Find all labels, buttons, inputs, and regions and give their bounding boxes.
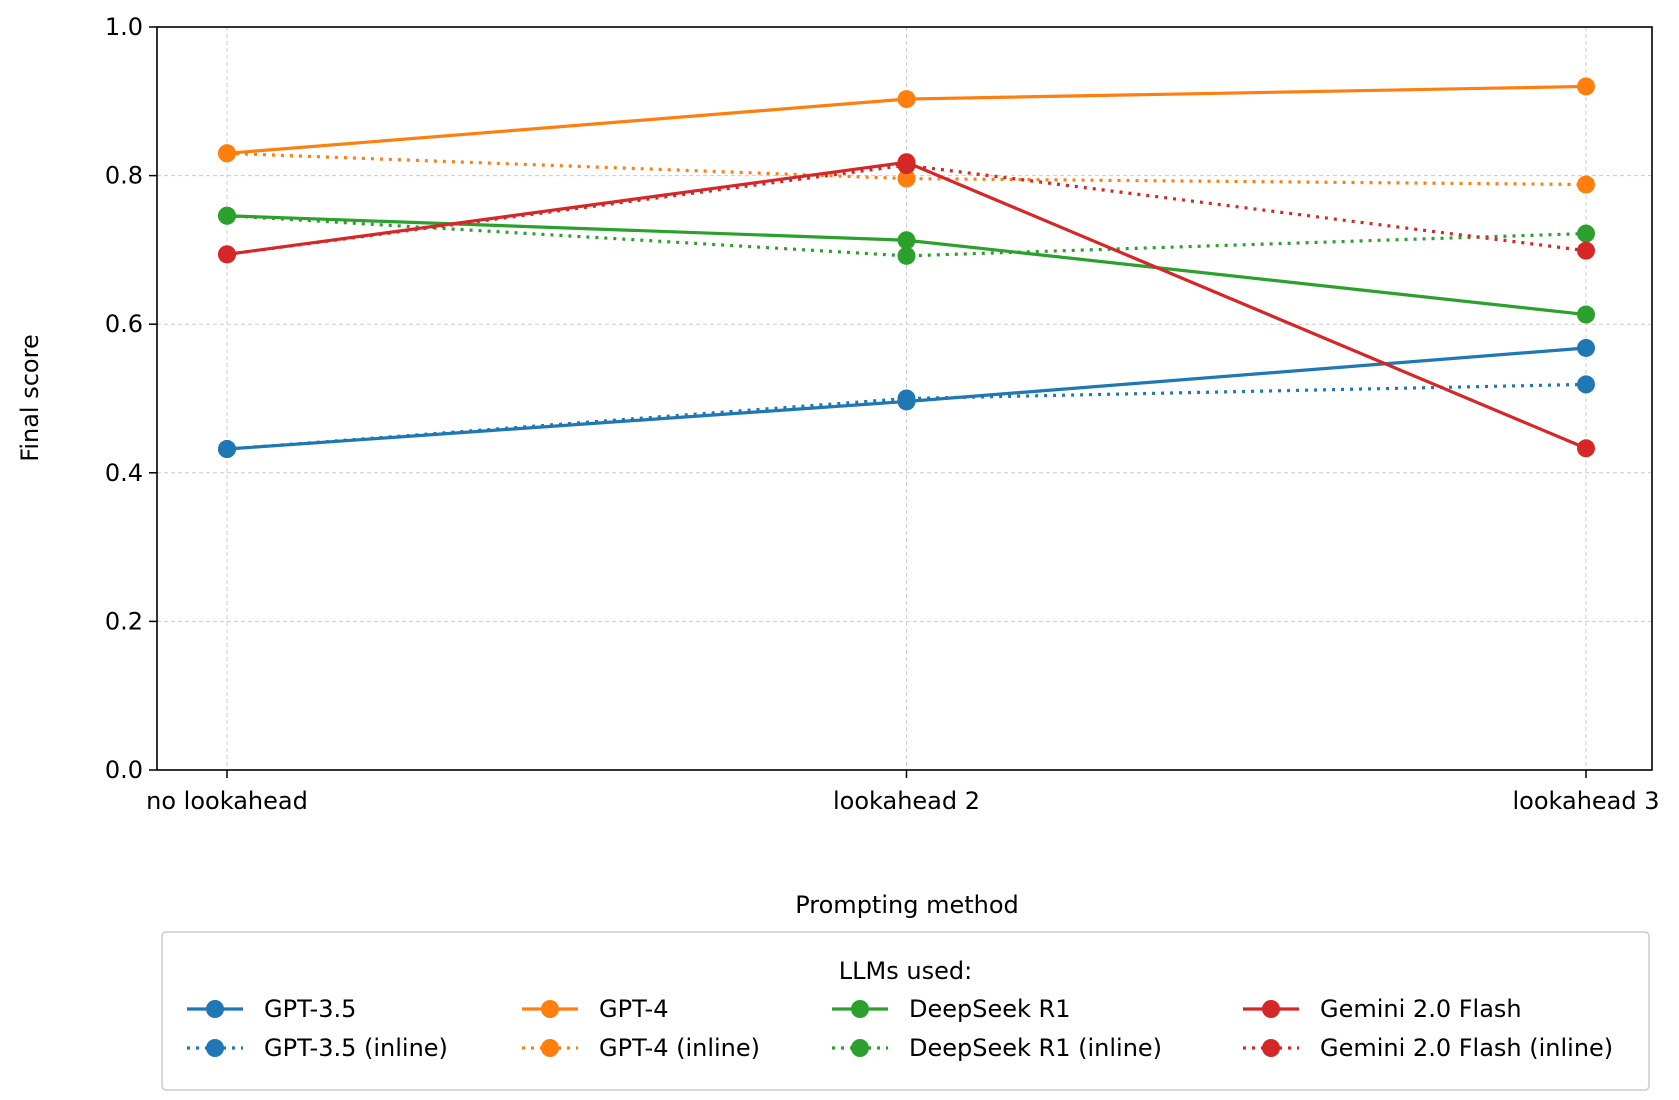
data-point [1577,224,1595,243]
data-point [897,156,916,175]
legend-items: GPT-3.5 GPT-3.5 (inline) GPT-4 GPT-4 (inlin… [187,995,1613,1062]
x-axis-label: Prompting method [795,891,1019,919]
data-point [1577,375,1595,394]
legend-item: GPT-3.5 [187,995,356,1023]
legend-item: DeepSeek R1 [832,995,1070,1023]
legend-title: LLMs used: [839,957,972,985]
legend-label: GPT-3.5 (inline) [264,1034,448,1062]
data-point [218,206,236,225]
data-point [897,231,916,250]
data-point [897,90,916,109]
series-line [226,214,1587,258]
data-point [1577,241,1595,260]
data-point [1577,77,1595,96]
data-point [218,440,236,459]
legend-label: DeepSeek R1 [909,995,1070,1023]
series-gemini-2-0-flash-inline [218,156,1595,264]
legend-swatch-marker [541,1039,559,1057]
data-point [897,246,916,265]
data-point [1577,439,1595,458]
legend-swatch-marker [206,1039,224,1057]
legend-item: GPT-4 (inline) [522,1034,760,1062]
axis-ticks: 0.0 0.2 0.4 0.6 0.8 1.0 no lookahead lookahead … [105,13,1660,815]
legend-swatch-marker [1262,1000,1280,1018]
legend-item: GPT-3.5 (inline) [187,1034,448,1062]
legend-label: GPT-4 (inline) [599,1034,760,1062]
legend-label: GPT-3.5 [264,995,356,1023]
legend-swatch-marker [206,1000,224,1018]
data-point [1577,305,1595,324]
y-tick-label: 0.6 [105,310,143,338]
legend-swatch-marker [851,1000,869,1018]
x-tick-label: no lookahead [146,787,308,815]
series-deepseek-r1-inline [218,206,1595,265]
legend-item: Gemini 2.0 Flash [1243,995,1522,1023]
legend-item: Gemini 2.0 Flash (inline) [1243,1034,1613,1062]
y-tick-label: 0.4 [105,459,143,487]
legend-swatch-marker [851,1039,869,1057]
series-gpt-3-5-inline [218,375,1595,459]
y-axis-label: Final score [16,334,44,461]
x-tick-label: lookahead 2 [833,787,980,815]
data-point [1577,338,1595,357]
plot-frame [156,26,1653,771]
legend-item: GPT-4 [522,995,668,1023]
legend-swatch-marker [1262,1039,1280,1057]
data-point [1577,175,1595,194]
series-lines [218,77,1595,459]
y-tick-label: 0.8 [105,162,143,190]
legend-item: DeepSeek R1 (inline) [832,1034,1162,1062]
legend-label: Gemini 2.0 Flash [1320,995,1522,1023]
legend-label: DeepSeek R1 (inline) [909,1034,1162,1062]
y-tick-label: 0.0 [105,756,143,784]
data-point [897,169,916,188]
legend-label: GPT-4 [599,995,668,1023]
series-line [226,382,1587,451]
series-gpt-4-inline [218,144,1595,194]
series-line [226,151,1587,187]
data-point [897,389,916,408]
legend-swatch-marker [541,1000,559,1018]
y-tick-label: 0.2 [105,607,143,635]
x-tick-label: lookahead 3 [1512,787,1659,815]
data-point [218,245,236,264]
data-point [218,144,236,163]
y-tick-label: 1.0 [105,13,143,41]
legend-label: Gemini 2.0 Flash (inline) [1320,1034,1613,1062]
